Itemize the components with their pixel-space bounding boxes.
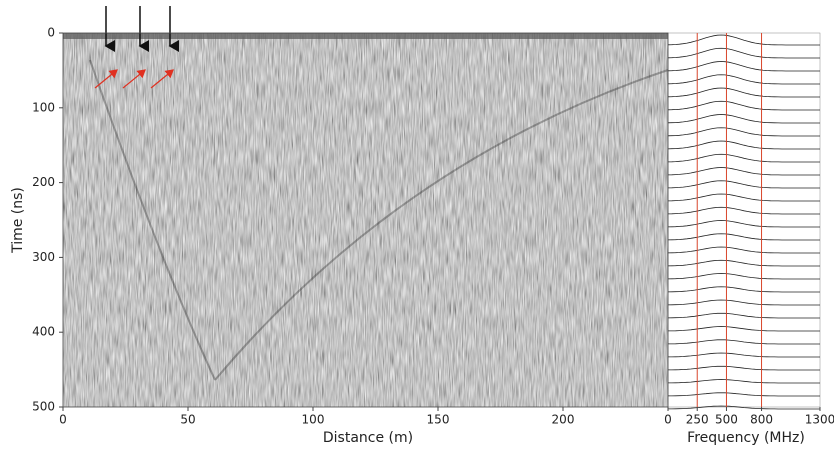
spectrum-trace — [668, 379, 820, 384]
spectrum-trace — [667, 87, 820, 98]
spectrum-trace — [667, 220, 820, 228]
x-tick-label: 0 — [59, 413, 67, 427]
spectrum-trace — [667, 100, 820, 111]
spectrum-trace — [667, 246, 820, 254]
spectrum-trace — [668, 392, 820, 397]
x-tick-label: 500 — [715, 413, 738, 427]
spectrum-trace — [667, 233, 820, 241]
x-tick-label: 0 — [664, 413, 672, 427]
x-axis-label: Frequency (MHz) — [687, 430, 805, 446]
spectrum-trace — [667, 259, 820, 267]
radargram-frame — [62, 32, 669, 408]
y-tick-label: 100 — [32, 100, 55, 114]
y-tick-label: 200 — [32, 175, 55, 189]
spectrum-trace — [667, 74, 820, 85]
spectrum-trace — [668, 352, 820, 358]
x-tick-label: 1300 — [805, 413, 834, 427]
spectrum-trace — [667, 34, 820, 46]
x-tick-label: 800 — [750, 413, 773, 427]
spectrum-trace — [667, 47, 820, 59]
direct-wave — [63, 33, 668, 39]
spectra-panel — [667, 32, 821, 408]
spectrum-trace — [667, 167, 820, 176]
spectrum-trace — [667, 286, 820, 293]
spectrum-trace — [667, 61, 820, 72]
y-tick-label: 300 — [32, 250, 55, 264]
x-tick-label: 200 — [552, 413, 575, 427]
x-tick-label: 100 — [302, 413, 325, 427]
spectrum-trace — [667, 140, 820, 150]
radargram — [63, 6, 669, 407]
spectra-traces — [667, 34, 820, 410]
y-axis-label: Time (ns) — [10, 187, 26, 254]
y-tick-label: 0 — [47, 26, 55, 40]
spectrum-trace — [667, 193, 820, 202]
red-arrow — [94, 69, 118, 89]
spectrum-trace — [668, 405, 820, 410]
spectrum-trace — [668, 365, 820, 371]
red-arrow — [122, 69, 146, 89]
x-tick-label: 50 — [180, 413, 195, 427]
spectrum-trace — [667, 180, 820, 189]
y-tick-label: 400 — [32, 325, 55, 339]
red-arrow — [150, 69, 174, 89]
y-tick-label: 500 — [32, 400, 55, 414]
spectrum-trace — [667, 299, 820, 306]
spectrum-trace — [668, 339, 820, 345]
spectrum-trace — [667, 153, 820, 163]
spectrum-trace — [668, 326, 820, 332]
spectrum-trace — [667, 312, 820, 319]
spectrum-trace — [667, 273, 820, 280]
spectrum-trace — [667, 206, 820, 215]
x-tick-label: 150 — [427, 413, 450, 427]
radargram-texture — [63, 33, 668, 407]
x-tick-label: 250 — [686, 413, 709, 427]
spectrum-trace — [667, 114, 820, 124]
x-axis-label: Distance (m) — [323, 430, 413, 446]
hyperbola-feature — [89, 59, 669, 381]
spectrum-trace — [667, 127, 820, 137]
